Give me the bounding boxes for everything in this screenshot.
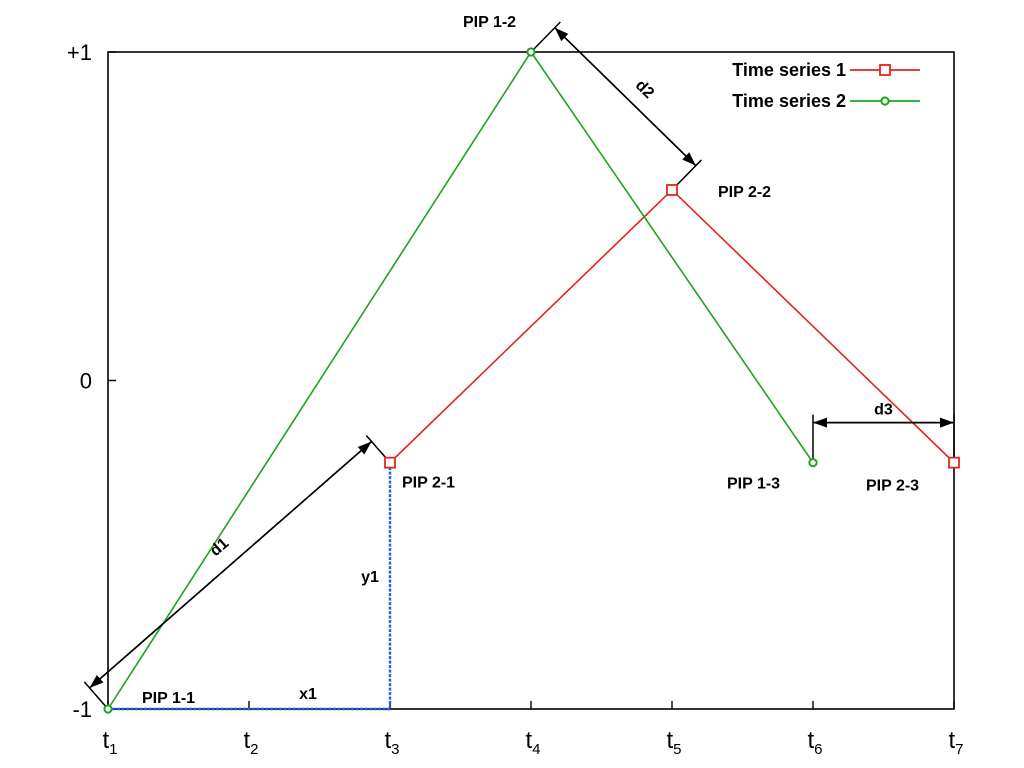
d3-arrowhead-start (813, 417, 827, 428)
d1-extension-start (83, 681, 109, 710)
legend: Time series 1 Time series 2 (732, 60, 920, 111)
series-line-1 (389, 188, 955, 464)
legend-marker-2 (880, 96, 890, 106)
y-tick-label-3: -1 (72, 697, 92, 722)
d1-label: d1 (207, 535, 232, 560)
series-1-point-2 (666, 184, 678, 196)
pip-annotations: PIP 1-1 PIP 1-2 PIP 1-3 PIP 2-1 PIP 2-2 PIP 2… (142, 14, 919, 707)
x1-label: x1 (299, 686, 317, 703)
d3-arrowhead-end (940, 417, 954, 428)
series-2-point-1 (103, 704, 113, 714)
y1-label: y1 (361, 569, 379, 586)
x-tick-label-1: t1 (102, 727, 117, 758)
pip-2-3-label: PIP 2-3 (866, 478, 919, 495)
d2-arrowhead-start (554, 27, 569, 42)
x-tick-label-2: t2 (243, 727, 258, 758)
d2-extension-start (530, 21, 561, 53)
legend-label-1: Time series 1 (732, 60, 846, 80)
x-axis-ticks: t1 t2 t3 t4 t5 t6 t7 (102, 701, 964, 758)
d1-shaft (89, 440, 373, 689)
legend-marker-1 (879, 64, 891, 76)
d2-arrowhead-end (682, 152, 696, 166)
pip-1-2-label: PIP 1-2 (463, 14, 516, 31)
series-line-2 (107, 50, 814, 710)
y-axis-ticks: +1 0 -1 (67, 40, 116, 722)
series-markers (103, 47, 960, 714)
series-1-point-1 (384, 456, 396, 469)
x-tick-label-6: t6 (807, 727, 822, 758)
projection-lines (108, 462, 392, 711)
d3-label: d3 (874, 402, 893, 419)
series-2-point-2 (526, 47, 536, 57)
series-2-point-3 (808, 458, 818, 468)
y-tick-label-2: 0 (80, 369, 92, 394)
d1-arrowhead-start (89, 674, 104, 688)
x-tick-label-5: t5 (666, 727, 681, 758)
series-1-point-3 (948, 456, 960, 469)
x-tick-label-7: t7 (948, 727, 963, 758)
pip-1-3-label: PIP 1-3 (727, 476, 780, 493)
series-lines (107, 50, 955, 710)
x-tick-label-4: t4 (525, 727, 540, 758)
d1-arrowhead-end (357, 441, 372, 455)
pip-1-1-label: PIP 1-1 (142, 690, 195, 707)
y-tick-label-1: +1 (67, 40, 92, 65)
pip-2-2-label: PIP 2-2 (718, 184, 771, 201)
d2-label: d2 (632, 77, 657, 102)
distance-arrows (83, 21, 955, 710)
plot-frame (107, 51, 955, 710)
pip-2-1-label: PIP 2-1 (402, 475, 455, 492)
x-tick-label-3: t3 (384, 727, 399, 758)
legend-label-2: Time series 2 (732, 91, 846, 111)
d2-shaft (554, 27, 697, 167)
